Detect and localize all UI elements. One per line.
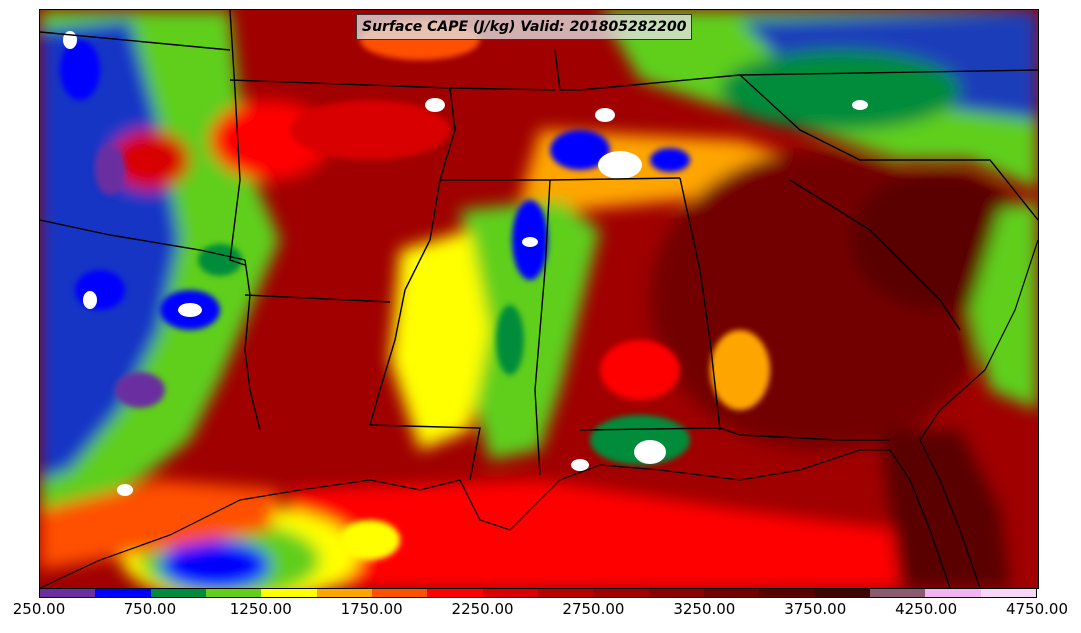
cape-region-gulf-blue — [160, 540, 270, 588]
colorbar-swatch — [537, 589, 594, 597]
colorbar-swatch — [593, 589, 649, 597]
colorbar-tick-label: 2250.00 — [451, 600, 514, 618]
cape-core — [117, 484, 133, 496]
boundary-georgia-fl — [739, 434, 890, 441]
colorbar-swatch — [40, 589, 96, 597]
colorbar-ticks: 250.00 750.00 1250.00 1750.00 2250.00 2750.00… — [0, 600, 1081, 624]
colorbar-swatch — [371, 589, 428, 597]
colorbar-swatch — [482, 589, 538, 597]
cape-core — [178, 303, 202, 317]
cape-core — [571, 459, 589, 471]
colorbar-tick-label: 3750.00 — [784, 600, 847, 618]
cape-core — [595, 108, 615, 122]
boundary-georgia-sc — [789, 179, 961, 331]
colorbar-tick-label: 3250.00 — [673, 600, 736, 618]
colorbar-swatch — [814, 589, 870, 597]
cape-region-florida — [880, 430, 1010, 588]
colorbar-swatch — [261, 589, 317, 597]
boundary-mississippi-river — [369, 179, 441, 426]
cape-blob — [75, 270, 125, 310]
colorbar-tick-label: 750.00 — [123, 600, 177, 618]
cape-blob — [600, 340, 680, 400]
cape-blob — [496, 305, 524, 375]
cape-core — [522, 237, 538, 247]
colorbar-tick-label: 250.00 — [12, 600, 66, 618]
boundary-north-line — [40, 31, 231, 51]
colorbar-swatch — [925, 589, 981, 597]
cape-core — [425, 98, 445, 112]
cape-blob — [95, 145, 125, 195]
colorbar-swatch — [427, 589, 483, 597]
colorbar-swatch — [205, 589, 262, 597]
cape-field — [40, 10, 1038, 588]
boundary-texas-oklahoma — [229, 10, 246, 266]
boundary-florida-panhandle — [579, 427, 741, 436]
colorbar-swatch — [150, 589, 206, 597]
cape-blob — [710, 330, 770, 410]
colorbar-swatch — [869, 589, 926, 597]
cape-core — [83, 291, 97, 309]
boundary-louisiana-north — [369, 424, 481, 481]
cape-map — [39, 9, 1039, 589]
colorbar-tick-label: 4750.00 — [1005, 600, 1069, 618]
cape-region-atlantic — [970, 200, 1038, 410]
cape-region-gulf-high — [290, 480, 900, 588]
cape-core — [598, 151, 642, 179]
cape-map-canvas — [40, 10, 1038, 588]
boundary-oklahoma-north — [40, 219, 246, 261]
cape-blob — [650, 148, 690, 172]
cape-region-northeast-green — [720, 50, 960, 130]
cape-blob — [198, 244, 242, 276]
boundary-arkansas-north — [244, 294, 391, 303]
cape-blob — [550, 130, 610, 170]
cape-region-texas-coast — [40, 480, 280, 570]
colorbar-tick-label: 1250.00 — [229, 600, 292, 618]
cape-blob — [60, 40, 100, 100]
colorbar-swatch — [316, 589, 372, 597]
boundary-virginia — [739, 74, 1038, 221]
cape-core — [634, 440, 666, 464]
cape-blob — [340, 520, 400, 560]
boundary-arkansas-west — [244, 259, 261, 431]
colorbar-swatch — [703, 589, 760, 597]
state-boundaries — [40, 10, 1038, 481]
boundary-alabama-east — [679, 177, 721, 431]
cape-blob — [115, 372, 165, 408]
colorbar-tick-label: 1750.00 — [340, 600, 403, 618]
cape-region-central-yellow — [390, 230, 490, 450]
colorbar-swatch — [95, 589, 151, 597]
colorbar-tick-label: 2750.00 — [562, 600, 625, 618]
cape-blob — [290, 100, 450, 160]
coastline-gulf — [40, 449, 890, 588]
coastline-florida — [889, 449, 951, 588]
cape-core — [852, 100, 868, 110]
cape-region-plains-warm — [110, 130, 190, 190]
coastline-atlantic — [919, 239, 1038, 588]
boundary-kentucky — [554, 49, 1038, 91]
colorbar-tick-label: 4250.00 — [895, 600, 958, 618]
boundary-missouri — [439, 87, 456, 181]
colorbar-swatch — [759, 589, 815, 597]
cape-region-central-band — [460, 200, 600, 460]
coastlines — [40, 239, 1038, 588]
boundary-mississippi-east — [534, 179, 551, 476]
map-title: Surface CAPE (J/kg) Valid: 201805282200 — [356, 14, 693, 40]
colorbar-swatch — [980, 589, 1036, 597]
colorbar-swatch — [648, 589, 704, 597]
colorbar — [39, 588, 1037, 598]
